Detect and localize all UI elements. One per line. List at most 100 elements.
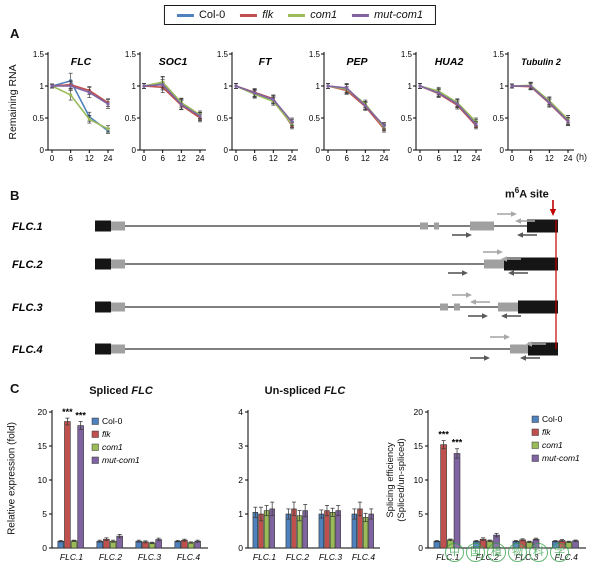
svg-text:1.5: 1.5	[309, 50, 321, 59]
svg-text:0: 0	[316, 146, 321, 155]
utr-box	[440, 303, 448, 311]
svg-text:FLC.1: FLC.1	[60, 552, 83, 562]
exon-box	[95, 343, 111, 355]
svg-text:12: 12	[177, 154, 186, 163]
watermark-char: 科	[529, 543, 548, 562]
svg-text:FLC.4: FLC.4	[177, 552, 200, 562]
svg-text:20: 20	[38, 407, 48, 417]
bar	[324, 510, 330, 549]
unspliced-title-gene: FLC	[323, 385, 346, 397]
svg-text:12: 12	[269, 154, 278, 163]
svg-text:***: ***	[452, 438, 463, 448]
series-line	[143, 85, 201, 119]
watermark-char: 物	[508, 543, 527, 562]
svg-text:FLC.3: FLC.3	[12, 302, 43, 314]
svg-text:6: 6	[528, 154, 533, 163]
svg-text:4: 4	[238, 407, 243, 417]
series-line	[512, 85, 569, 122]
series-line	[52, 85, 109, 105]
svg-text:1.5: 1.5	[33, 50, 45, 59]
svg-text:FLC.3: FLC.3	[319, 552, 342, 562]
svg-text:0: 0	[132, 146, 137, 155]
svg-text:15: 15	[414, 441, 424, 451]
svg-text:mut-com1: mut-com1	[102, 455, 140, 465]
utr-box	[111, 302, 125, 312]
unspliced-flc-title: Un-spliced FLC	[224, 385, 386, 397]
bar	[362, 517, 369, 549]
svg-text:0: 0	[326, 154, 331, 163]
watermark: 中国植物科学	[444, 542, 570, 562]
panel-a-label: A	[10, 26, 20, 41]
m6a-post: A site	[519, 188, 549, 201]
exon-box	[95, 220, 111, 232]
series-line	[143, 83, 201, 117]
svg-text:0.5: 0.5	[401, 114, 413, 123]
gene-structure-diagram: FLC.1 FLC.2 FLC.3 FLC.4	[12, 200, 558, 361]
svg-text:FLC.1: FLC.1	[12, 221, 43, 233]
series-line	[512, 85, 569, 121]
exon-box	[527, 219, 558, 233]
exon-box	[504, 257, 558, 271]
series-line	[327, 85, 385, 130]
svg-text:FLC.2: FLC.2	[286, 552, 309, 562]
svg-text:Tubulin 2: Tubulin 2	[521, 57, 561, 67]
svg-text:com1: com1	[542, 440, 563, 450]
svg-text:FLC.1: FLC.1	[253, 552, 276, 562]
svg-text:24: 24	[196, 154, 205, 163]
svg-text:12: 12	[545, 154, 554, 163]
svg-text:1.5: 1.5	[125, 50, 137, 59]
svg-text:FT: FT	[259, 56, 273, 68]
utr-box	[111, 259, 125, 269]
exon-box	[518, 300, 558, 314]
svg-text:24: 24	[288, 154, 297, 163]
svg-text:HUA2: HUA2	[435, 56, 464, 68]
bar	[453, 453, 461, 549]
svg-text:24: 24	[564, 154, 573, 163]
svg-text:FLC.2: FLC.2	[99, 552, 122, 562]
series-line	[143, 81, 201, 116]
svg-text:Col-0: Col-0	[542, 414, 563, 424]
exon-box	[95, 258, 111, 270]
svg-text:1: 1	[132, 82, 137, 91]
spliced-title-gene: FLC	[131, 385, 153, 397]
svg-text:6: 6	[68, 154, 73, 163]
svg-text:24: 24	[472, 154, 481, 163]
series-line	[327, 85, 385, 127]
series-line	[327, 85, 385, 127]
svg-text:6: 6	[344, 154, 349, 163]
series-line	[51, 85, 109, 130]
series-line	[235, 85, 293, 127]
svg-text:0.5: 0.5	[33, 114, 45, 123]
series-line	[327, 85, 385, 129]
series-line	[235, 85, 293, 124]
line-chart-FLC: 0 0.5 1 1.5 0 6 12 24 FLC	[33, 50, 114, 163]
svg-text:flk: flk	[102, 429, 111, 439]
watermark-char: 学	[550, 543, 569, 562]
spliced-title-prefix: Spliced	[89, 385, 132, 397]
svg-text:0: 0	[234, 154, 239, 163]
svg-text:1: 1	[316, 82, 321, 91]
svg-text:com1: com1	[102, 442, 123, 452]
legend-item: com1	[288, 9, 337, 21]
line-chart-FT: 0 0.5 1 1.5 0 6 12 24 FT	[217, 50, 298, 163]
utr-box	[111, 221, 125, 231]
bar	[263, 510, 270, 549]
bar	[329, 512, 336, 549]
svg-text:***: ***	[62, 407, 73, 417]
svg-text:0.5: 0.5	[309, 114, 321, 123]
svg-text:FLC: FLC	[71, 56, 92, 68]
series-line	[511, 85, 569, 123]
svg-text:20: 20	[414, 407, 424, 417]
series-line	[235, 85, 293, 123]
watermark-char: 植	[487, 543, 506, 562]
svg-text:0: 0	[40, 146, 45, 155]
svg-text:1: 1	[408, 82, 413, 91]
svg-text:6: 6	[436, 154, 441, 163]
legend-item: flk	[240, 9, 273, 21]
svg-text:10: 10	[414, 475, 424, 485]
svg-text:0.5: 0.5	[217, 114, 229, 123]
svg-text:12: 12	[85, 154, 94, 163]
svg-text:1: 1	[238, 509, 243, 519]
svg-text:flk: flk	[542, 427, 551, 437]
bar	[335, 510, 341, 549]
